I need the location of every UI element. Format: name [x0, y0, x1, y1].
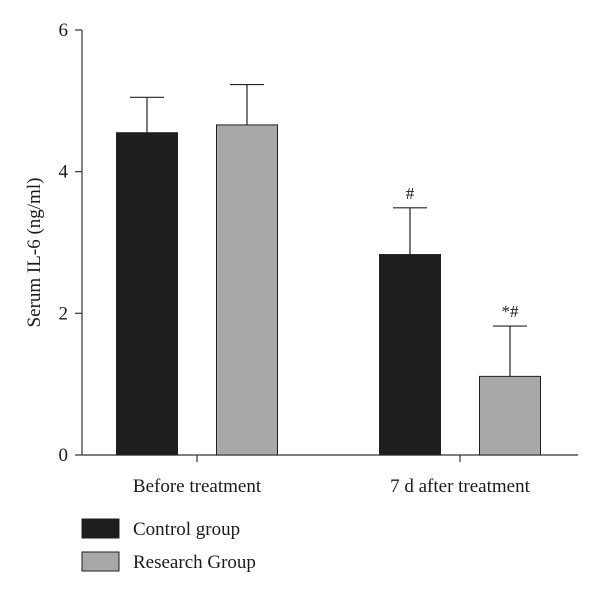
y-tick-label: 6: [59, 20, 69, 41]
x-category-label: Before treatment: [133, 476, 262, 497]
y-tick-label: 0: [59, 445, 69, 466]
y-tick-label: 4: [59, 162, 69, 183]
x-category-label: 7 d after treatment: [390, 476, 531, 497]
chart-bars: [116, 83, 541, 456]
legend-label: Research Group: [133, 552, 256, 573]
bar: [379, 254, 441, 456]
significance-marker: #: [406, 184, 415, 203]
significance-marker: *#: [502, 302, 520, 321]
bar: [479, 375, 541, 456]
bar: [116, 132, 178, 456]
legend-swatch: [81, 551, 120, 572]
y-tick-label: 2: [59, 303, 69, 324]
legend-label: Control group: [133, 519, 240, 540]
chart-legend: Control group Research Group: [81, 518, 256, 573]
legend-swatch: [81, 518, 120, 539]
bar: [216, 124, 278, 456]
chart-labels: 0 2 4 6 Serum IL-6 (ng/ml) Before treatment 7 …: [24, 20, 531, 497]
y-axis-label: Serum IL-6 (ng/ml): [24, 178, 45, 328]
